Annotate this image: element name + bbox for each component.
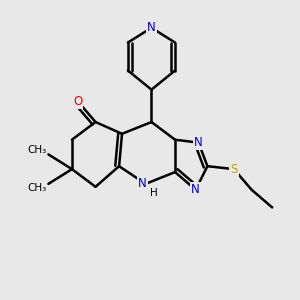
Text: N: N [138,177,147,190]
Text: N: N [147,21,156,34]
Text: N: N [191,183,200,196]
Text: N: N [194,136,203,149]
Text: H: H [150,188,158,198]
Text: O: O [73,95,83,108]
Text: CH₃: CH₃ [28,183,47,193]
Text: CH₃: CH₃ [28,145,47,155]
Text: S: S [230,163,238,176]
